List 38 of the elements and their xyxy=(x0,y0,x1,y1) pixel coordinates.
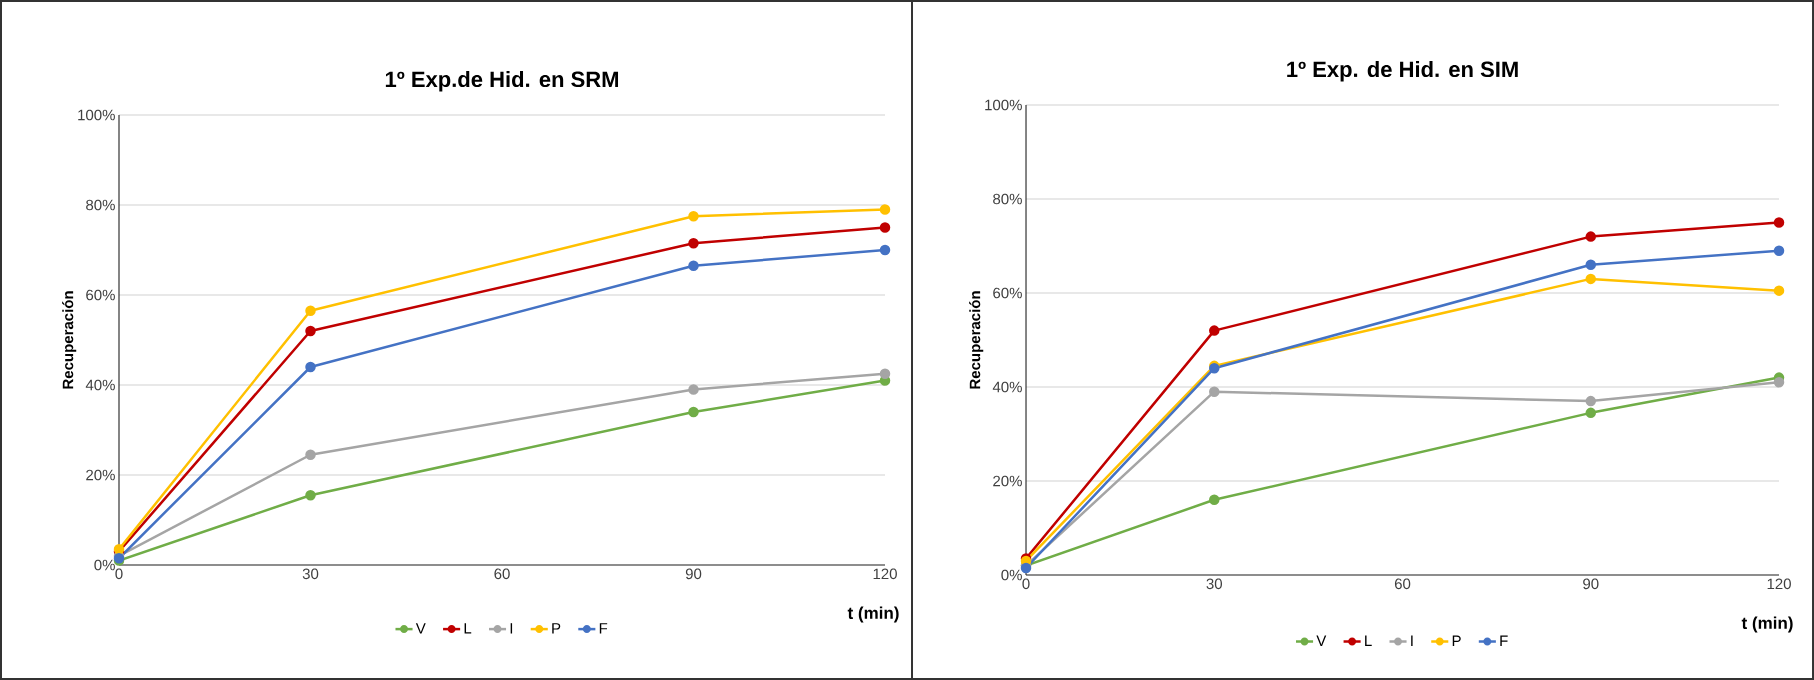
legend-label: P xyxy=(552,623,561,634)
y-tick-label: 20% xyxy=(993,475,1022,487)
x-tick-label: 60 xyxy=(494,568,510,580)
x-tick-label: 60 xyxy=(1394,578,1411,590)
y-tick-label: 100% xyxy=(985,99,1022,111)
x-tick-label: 120 xyxy=(1767,578,1791,590)
y-tick-label: 60% xyxy=(86,289,115,301)
y-tick-label: 80% xyxy=(86,199,115,211)
legend-label: V xyxy=(415,623,426,634)
y-tick-label: 0% xyxy=(1001,569,1022,581)
x-tick-label: 90 xyxy=(1583,578,1599,590)
x-tick-label: 30 xyxy=(1206,578,1223,590)
legend-label: P xyxy=(1452,635,1461,646)
x-axis-title: t (min) xyxy=(847,606,899,623)
y-axis-title: Recuperación xyxy=(62,291,77,389)
y-tick-label: 20% xyxy=(86,469,115,481)
y-tick-label: 80% xyxy=(993,193,1022,205)
y-axis-title: Recuperación xyxy=(969,291,984,389)
x-axis-title: t (min) xyxy=(1741,616,1793,633)
x-tick-label: 30 xyxy=(302,568,319,580)
y-tick-label: 40% xyxy=(85,379,115,391)
chart-title: 1º Exp.de Hid. en SRM xyxy=(385,70,619,92)
x-tick-label: 90 xyxy=(685,568,702,580)
x-tick-label: 0 xyxy=(115,568,123,580)
legend-label: V xyxy=(1316,635,1327,646)
legend-label: L xyxy=(1365,635,1372,646)
legend-label: F xyxy=(599,623,608,634)
x-tick-label: 0 xyxy=(1022,578,1030,590)
y-tick-label: 0% xyxy=(94,559,115,571)
chart-title: 1º Exp. de Hid. en SIM xyxy=(1287,60,1518,82)
legend-label: F xyxy=(1500,635,1508,646)
legend-label: I xyxy=(510,623,513,634)
legend-label: I xyxy=(1411,635,1413,646)
y-tick-label: 100% xyxy=(78,109,115,121)
y-tick-label: 40% xyxy=(992,381,1022,393)
legend-label: L xyxy=(464,623,472,634)
y-tick-label: 60% xyxy=(993,287,1022,299)
x-tick-label: 120 xyxy=(873,568,897,580)
